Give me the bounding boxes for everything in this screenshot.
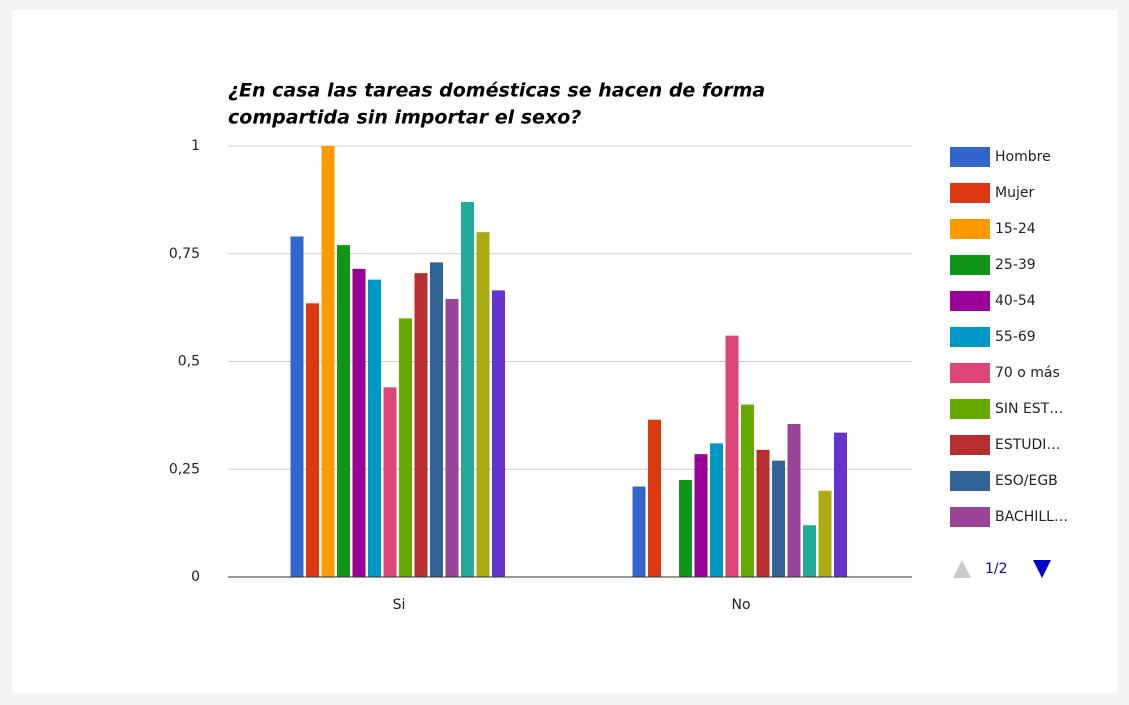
legend-label: SIN EST… — [995, 401, 1063, 417]
bar — [352, 268, 366, 577]
y-tick-label: 0,75 — [169, 246, 200, 262]
legend-prev[interactable] — [953, 560, 971, 578]
bar — [818, 490, 832, 577]
legend-swatch — [950, 147, 990, 167]
legend-label: 15-24 — [995, 221, 1036, 237]
bar — [648, 419, 661, 577]
bar — [383, 387, 397, 577]
legend-swatch — [950, 399, 990, 419]
legend-swatch — [950, 219, 990, 239]
bar — [772, 460, 785, 577]
chart-title: ¿En casa las tareas domésticas se hacen … — [228, 80, 765, 102]
bar — [476, 232, 490, 577]
legend-swatch — [950, 255, 990, 275]
legend-swatch — [950, 363, 990, 383]
bar — [337, 245, 350, 577]
bar — [803, 525, 816, 577]
y-tick-label: 1 — [191, 138, 200, 154]
bar — [321, 146, 335, 577]
bar — [725, 335, 739, 577]
legend-page: 1/2 — [985, 561, 1008, 577]
y-tick-label: 0,25 — [169, 461, 200, 477]
bar — [430, 262, 443, 577]
legend-label: Mujer — [995, 185, 1034, 201]
legend-label: ESTUDI… — [995, 437, 1060, 453]
bar — [679, 480, 692, 577]
bar — [492, 290, 505, 577]
bar — [710, 443, 723, 577]
legend-swatch — [950, 507, 990, 527]
bar — [399, 318, 412, 577]
legend-swatch — [950, 435, 990, 455]
legend-swatch — [950, 291, 990, 311]
x-tick-label: Si — [393, 597, 406, 613]
legend-label: 55-69 — [995, 329, 1036, 345]
legend-next[interactable] — [1033, 560, 1051, 578]
chart-background — [12, 10, 1117, 693]
y-tick-label: 0,5 — [178, 354, 200, 370]
x-tick-label: No — [731, 597, 750, 613]
legend-swatch — [950, 471, 990, 491]
legend-swatch — [950, 183, 990, 203]
bar — [787, 423, 801, 577]
bar — [632, 486, 646, 577]
bar — [741, 404, 754, 577]
legend-label: 25-39 — [995, 257, 1036, 273]
y-tick-label: 0 — [191, 569, 200, 585]
legend-label: 40-54 — [995, 293, 1036, 309]
legend-label: Hombre — [995, 149, 1051, 165]
bar — [461, 202, 474, 577]
bar — [414, 273, 428, 577]
legend-label: ESO/EGB — [995, 473, 1058, 489]
bar — [694, 454, 708, 577]
bar — [368, 279, 381, 577]
bar — [834, 432, 847, 577]
legend-swatch — [950, 327, 990, 347]
bar — [445, 299, 459, 577]
chart-title: compartida sin importar el sexo? — [228, 107, 581, 129]
bar — [756, 449, 770, 577]
legend-label: 70 o más — [995, 365, 1060, 381]
bar — [290, 236, 304, 577]
legend-label: BACHILL… — [995, 509, 1068, 525]
bar — [306, 303, 319, 577]
